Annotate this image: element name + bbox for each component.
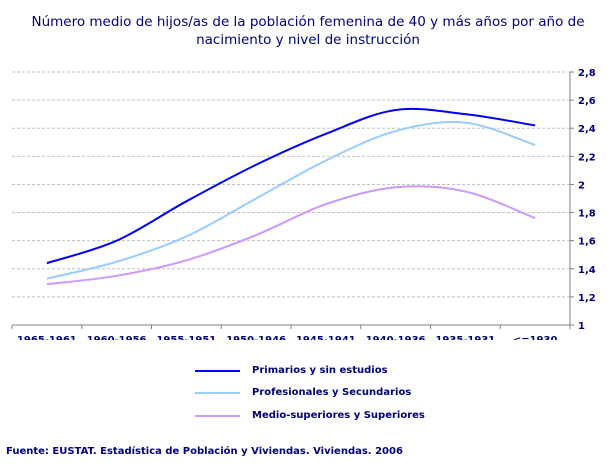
legend-swatch bbox=[195, 414, 240, 417]
x-tick-label: <=1930 bbox=[513, 335, 558, 340]
legend-swatch bbox=[195, 391, 240, 394]
y-tick-label: 2,4 bbox=[578, 124, 596, 135]
x-tick-label: 1935-1931 bbox=[435, 335, 495, 340]
series-line-2 bbox=[46, 120, 536, 280]
x-tick-label: 1950-1946 bbox=[226, 335, 286, 340]
y-tick-label: 1,2 bbox=[578, 293, 596, 304]
chart-title-line-1: Número medio de hijos/as de la población… bbox=[31, 14, 585, 30]
y-tick-label: 2 bbox=[578, 180, 585, 191]
chart-title: Número medio de hijos/as de la población… bbox=[0, 13, 616, 49]
x-tick-label: 1965-1961 bbox=[17, 335, 77, 340]
legend-swatch bbox=[195, 369, 240, 372]
source-footer: Fuente: EUSTAT. Estadística de Población… bbox=[6, 446, 403, 457]
legend-item-3: Medio-superiores y Superiores bbox=[195, 410, 425, 421]
y-tick-label: 2,2 bbox=[578, 152, 596, 163]
chart-title-line-2: nacimiento y nivel de instrucción bbox=[196, 32, 420, 48]
legend-label: Medio-superiores y Superiores bbox=[252, 410, 425, 421]
y-tick-label: 2,8 bbox=[578, 68, 596, 79]
y-tick-label: 1,6 bbox=[578, 237, 596, 248]
legend-item-2: Profesionales y Secundarios bbox=[195, 387, 411, 398]
x-tick-label: 1945-1941 bbox=[296, 335, 356, 340]
series-line-1 bbox=[46, 107, 536, 265]
x-tick-label: 1940-1936 bbox=[366, 335, 426, 340]
x-tick-label: 1960-1956 bbox=[87, 335, 147, 340]
y-tick-label: 1 bbox=[578, 321, 585, 332]
y-tick-label: 2,6 bbox=[578, 96, 596, 107]
line-chart: 1 1,2 1,4 1,6 1,8 2 2,2 2,4 2,6 2,8 1965-1961 1960-… bbox=[11, 68, 596, 340]
series-line-3 bbox=[46, 185, 536, 286]
legend-item-1: Primarios y sin estudios bbox=[195, 365, 388, 376]
y-tick-label: 1,4 bbox=[578, 265, 596, 276]
y-tick-label: 1,8 bbox=[578, 209, 596, 220]
legend-label: Primarios y sin estudios bbox=[252, 365, 388, 376]
legend-label: Profesionales y Secundarios bbox=[252, 387, 412, 398]
x-tick-label: 1955-1951 bbox=[156, 335, 216, 340]
